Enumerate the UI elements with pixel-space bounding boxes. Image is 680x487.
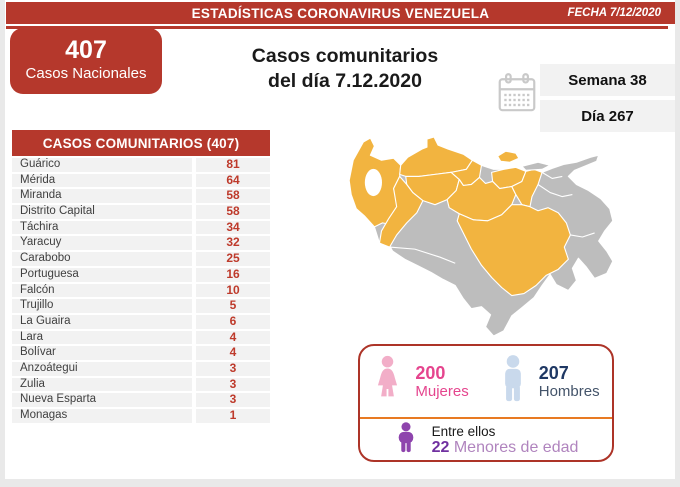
- day-label: Día 267: [581, 107, 634, 125]
- women-group: 200 Mujeres: [372, 355, 469, 408]
- map-region-nueva-esparta: [497, 150, 520, 163]
- table-cell-state: Anzoátegui: [12, 361, 192, 376]
- table-cell-state: Táchira: [12, 220, 192, 235]
- men-label: Hombres: [538, 383, 600, 400]
- header-divider-rule: [6, 26, 668, 29]
- day-badge: Día 267: [540, 100, 675, 132]
- man-icon: [499, 355, 527, 408]
- table-cell-value: 16: [196, 267, 270, 282]
- venezuela-map: [344, 136, 622, 338]
- table-row: La Guaira 6: [12, 314, 270, 329]
- men-group: 207 Hombres: [499, 355, 600, 408]
- week-badge: Semana 38: [540, 64, 675, 96]
- table-cell-state: Miranda: [12, 189, 192, 204]
- national-cases-box: 407 Casos Nacionales: [10, 28, 162, 94]
- table-cell-state: Distrito Capital: [12, 205, 192, 219]
- table-cell-value: 4: [196, 330, 270, 345]
- table-cell-value: 10: [196, 283, 270, 298]
- table-cell-value: 5: [196, 298, 270, 313]
- men-count: 207: [538, 363, 569, 383]
- table-header: CASOS COMUNITARIOS (407): [12, 130, 270, 156]
- table-cell-state: Bolívar: [12, 346, 192, 360]
- table-cell-state: Guárico: [12, 158, 192, 172]
- table-row: Nueva Esparta 3: [12, 393, 270, 407]
- gender-section: 200 Mujeres 207 Hombres: [360, 346, 612, 419]
- table-cell-value: 58: [196, 204, 270, 219]
- map-lake-maracaibo: [364, 168, 382, 197]
- table-cell-state: Zulia: [12, 377, 192, 392]
- map-island-sliver: [521, 161, 551, 171]
- child-icon: [394, 422, 418, 458]
- table-row: Mérida 64: [12, 173, 270, 188]
- header-date: FECHA 7/12/2020: [567, 7, 661, 19]
- table-row: Miranda 58: [12, 189, 270, 204]
- page-title-line2: del día 7.12.2020: [268, 70, 422, 92]
- table-cell-value: 34: [196, 220, 270, 235]
- page-title: Casos comunitarios del día 7.12.2020: [185, 44, 505, 94]
- table-cell-value: 58: [196, 189, 270, 204]
- table-cell-state: Yaracuy: [12, 236, 192, 251]
- table-cell-state: Carabobo: [12, 252, 192, 266]
- table-cell-value: 3: [196, 377, 270, 392]
- national-cases-value: 407: [65, 36, 107, 64]
- table-row: Lara 4: [12, 330, 270, 345]
- table-row: Zulia 3: [12, 377, 270, 392]
- table-cell-state: Mérida: [12, 173, 192, 188]
- table-row: Monagas 1: [12, 408, 270, 423]
- table-row: Carabobo 25: [12, 251, 270, 266]
- minors-line: 22 Menores de edad: [432, 439, 579, 457]
- table-cell-value: 6: [196, 314, 270, 329]
- table-cell-value: 32: [196, 236, 270, 251]
- table-cell-value: 3: [196, 361, 270, 376]
- table-cell-state: Falcón: [12, 283, 192, 298]
- table-body: Guárico 81 Mérida 64 Miranda 58 Distrito…: [12, 157, 270, 423]
- slide-edge-right: [675, 0, 680, 487]
- map-region-bolivar: [456, 204, 571, 297]
- table-cell-value: 4: [196, 346, 270, 360]
- slide-edge-left: [0, 0, 5, 487]
- map-state-border: [537, 184, 573, 198]
- minors-count: 22: [431, 438, 450, 456]
- table-cell-value: 81: [196, 157, 270, 172]
- table-cell-state: Nueva Esparta: [12, 393, 192, 407]
- calendar-icon: [497, 72, 537, 116]
- table-cell-state: Portuguesa: [12, 267, 192, 282]
- header-title: ESTADÍSTICAS CORONAVIRUS VENEZUELA: [191, 5, 490, 21]
- table-cell-value: 25: [196, 251, 270, 266]
- table-cell-state: Monagas: [12, 409, 192, 423]
- community-cases-table: CASOS COMUNITARIOS (407) Guárico 81 Méri…: [12, 130, 270, 425]
- minors-section: Entre ellos 22 Menores de edad: [360, 419, 612, 460]
- week-label: Semana 38: [568, 71, 647, 89]
- women-count: 200: [415, 363, 446, 383]
- women-label: Mujeres: [415, 383, 469, 400]
- demographics-box: 200 Mujeres 207 Hombres: [358, 344, 614, 462]
- national-cases-label: Casos Nacionales: [25, 65, 147, 82]
- map-region-andes: [378, 175, 424, 248]
- page-title-line1: Casos comunitarios: [251, 45, 439, 67]
- table-row: Anzoátegui 3: [12, 361, 270, 376]
- map-state-border: [570, 232, 595, 238]
- table-cell-value: 1: [196, 408, 270, 423]
- table-row: Yaracuy 32: [12, 236, 270, 251]
- header-bar: ESTADÍSTICAS CORONAVIRUS VENEZUELA FECHA…: [6, 2, 675, 24]
- map-state-border: [541, 171, 563, 179]
- table-cell-state: Lara: [12, 330, 192, 345]
- table-cell-value: 3: [196, 393, 270, 407]
- minors-label: Menores de edad: [449, 438, 579, 456]
- table-cell-state: La Guaira: [12, 314, 192, 329]
- table-row: Portuguesa 16: [12, 267, 270, 282]
- table-row: Bolívar 4: [12, 346, 270, 360]
- table-cell-state: Trujillo: [12, 299, 192, 313]
- woman-icon: [372, 355, 403, 408]
- table-row: Táchira 34: [12, 220, 270, 235]
- table-row: Trujillo 5: [12, 298, 270, 313]
- table-cell-value: 64: [196, 173, 270, 188]
- minors-intro: Entre ellos: [431, 423, 496, 439]
- slide-edge-bottom: [0, 479, 680, 487]
- map-state-border: [389, 246, 456, 264]
- table-row: Falcón 10: [12, 283, 270, 298]
- table-row: Guárico 81: [12, 157, 270, 172]
- table-row: Distrito Capital 58: [12, 204, 270, 219]
